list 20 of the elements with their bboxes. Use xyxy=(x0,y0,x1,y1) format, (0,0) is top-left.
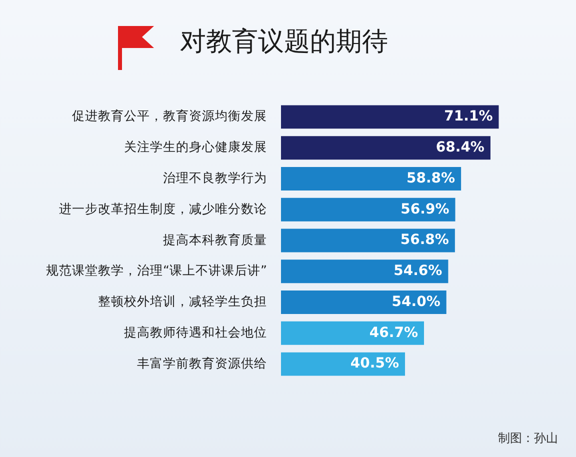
data-label: 54.6% xyxy=(394,263,442,280)
data-label: 46.7% xyxy=(369,324,418,341)
chart-title: 对教育议题的期待 xyxy=(180,26,388,59)
data-label: 54.0% xyxy=(392,294,440,310)
y-tick-label: 丰富学前教育资源供给 xyxy=(136,355,267,370)
data-label: 56.9% xyxy=(400,201,450,218)
y-tick-label: 整顿校外培训，减轻学生负担 xyxy=(98,294,267,309)
y-tick-label: 关注学生的身心健康发展 xyxy=(124,139,267,154)
y-tick-label: 治理不良教学行为 xyxy=(162,170,267,185)
y-tick-label: 促进教育公平，教育资源均衡发展 xyxy=(72,108,267,124)
data-label: 68.4% xyxy=(436,139,484,156)
y-tick-label: 规范课堂教学，治理“课上不讲课后讲” xyxy=(46,262,267,278)
data-label: 58.8% xyxy=(406,170,456,186)
data-label: 71.1% xyxy=(444,108,493,125)
y-tick-label: 提高本科教育质量 xyxy=(162,232,267,247)
y-tick-label: 提高教师待遇和社会地位 xyxy=(124,324,267,340)
y-tick-label: 进一步改革招生制度，减少唯分数论 xyxy=(58,200,267,216)
data-label: 40.5% xyxy=(350,356,400,372)
data-label: 56.8% xyxy=(400,232,449,248)
text: 制图：孙山 xyxy=(498,430,558,447)
